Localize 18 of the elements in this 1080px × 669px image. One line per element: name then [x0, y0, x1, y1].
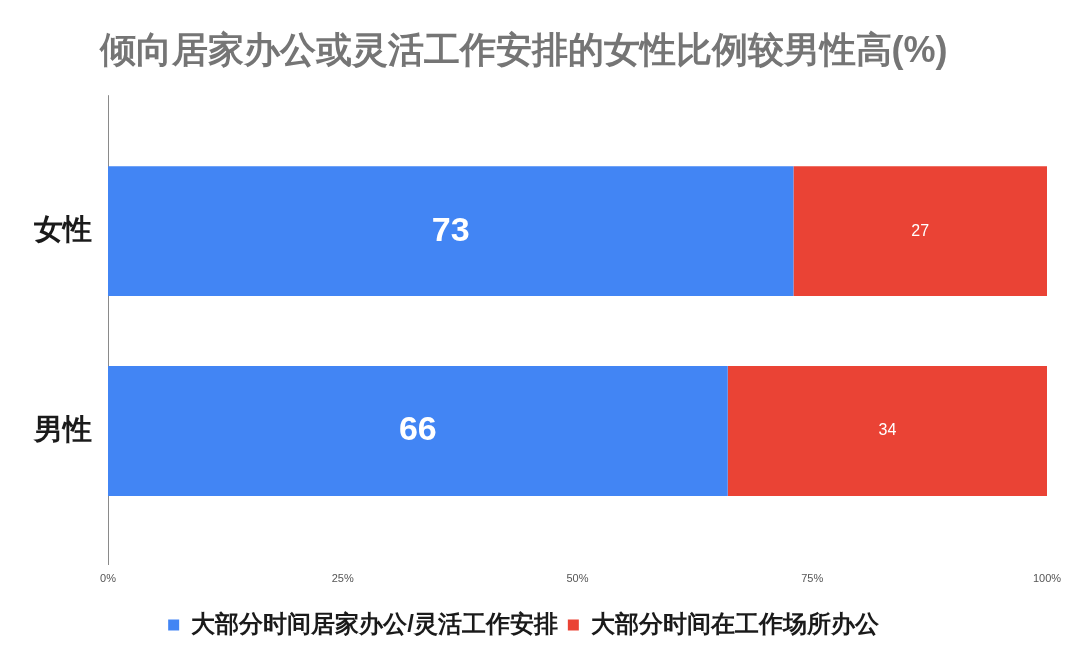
bar: [793, 166, 1047, 297]
legend-label: 大部分时间在工作场所办公: [590, 609, 880, 637]
x-tick-label: 25%: [331, 571, 354, 584]
legend-label: 大部分时间居家办公/灵活工作安排: [191, 609, 558, 637]
x-tick-label: 0%: [100, 571, 117, 584]
data-label: 66: [398, 409, 437, 448]
x-tick-label: 50%: [566, 571, 589, 584]
data-label: 27: [911, 221, 930, 239]
bar: [108, 366, 728, 497]
data-label: 34: [878, 421, 897, 439]
bar: [727, 366, 1047, 497]
bar: [108, 166, 794, 297]
y-tick-label: 女性: [33, 213, 92, 246]
x-tick-label: 100%: [1032, 571, 1062, 584]
x-tick-label: 75%: [801, 571, 824, 584]
y-tick-label: 男性: [33, 413, 92, 446]
chart-title: 倾向居家办公或灵活工作安排的女性比例较男性高(%): [98, 28, 948, 70]
data-label: 73: [431, 209, 470, 248]
